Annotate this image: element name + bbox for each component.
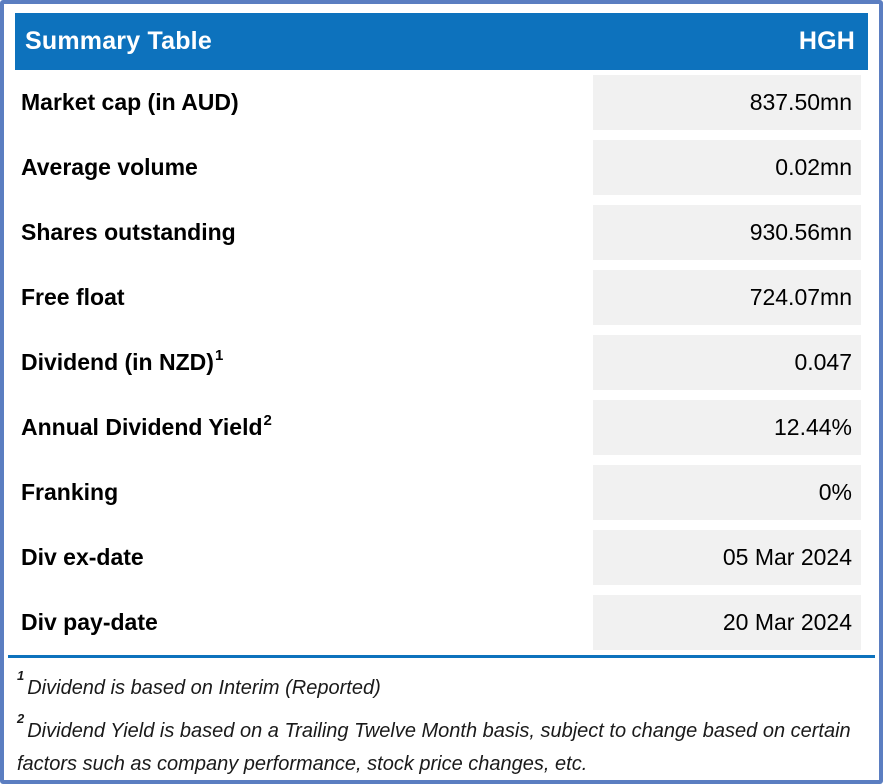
table-row: Market cap (in AUD) 837.50mn — [15, 70, 868, 135]
table-body: Market cap (in AUD) 837.50mn Average volum… — [15, 70, 868, 655]
row-value: 837.50mn — [593, 75, 861, 130]
row-value: 12.44% — [593, 400, 861, 455]
table-bottom-rule — [8, 655, 875, 658]
footnote-marker: 2 — [17, 711, 25, 727]
row-label: Div ex-date — [21, 544, 144, 570]
row-value: 930.56mn — [593, 205, 861, 260]
footnote-marker: 1 — [17, 668, 25, 684]
row-label: Div pay-date — [21, 609, 158, 635]
footnote-text: Dividend Yield is based on a Trailing Tw… — [17, 720, 851, 775]
table-header: Summary Table HGH — [15, 13, 868, 70]
table-row: Dividend (in NZD) 1 0.047 — [15, 330, 868, 395]
footnotes-section: 1Dividend is based on Interim (Reported)… — [15, 658, 868, 781]
table-row: Franking 0% — [15, 460, 868, 525]
table-row: Annual Dividend Yield 2 12.44% — [15, 395, 868, 460]
table-title: Summary Table — [25, 27, 212, 55]
row-label: Franking — [21, 479, 119, 505]
footnote: 1Dividend is based on Interim (Reported) — [17, 669, 866, 705]
row-value: 0% — [593, 465, 861, 520]
row-value: 0.02mn — [593, 140, 861, 195]
row-label: Shares outstanding — [21, 219, 236, 245]
table-row: Free float 724.07mn — [15, 265, 868, 330]
footnote: 2Dividend Yield is based on a Trailing T… — [17, 712, 866, 781]
table-row: Shares outstanding 930.56mn — [15, 200, 868, 265]
table-row: Div pay-date 20 Mar 2024 — [15, 590, 868, 655]
row-label: Dividend (in NZD) 1 — [21, 346, 224, 376]
row-label: Annual Dividend Yield 2 — [21, 411, 272, 441]
row-label: Market cap (in AUD) — [21, 89, 239, 115]
row-label: Average volume — [21, 154, 198, 180]
row-value: 0.047 — [593, 335, 861, 390]
table-row: Div ex-date 05 Mar 2024 — [15, 525, 868, 590]
table-row: Average volume 0.02mn — [15, 135, 868, 200]
footnote-text: Dividend is based on Interim (Reported) — [27, 677, 381, 699]
ticker-badge: HGH — [798, 27, 855, 55]
row-value: 20 Mar 2024 — [593, 595, 861, 650]
row-label: Free float — [21, 284, 125, 310]
row-value: 05 Mar 2024 — [593, 530, 861, 585]
row-value: 724.07mn — [593, 270, 861, 325]
